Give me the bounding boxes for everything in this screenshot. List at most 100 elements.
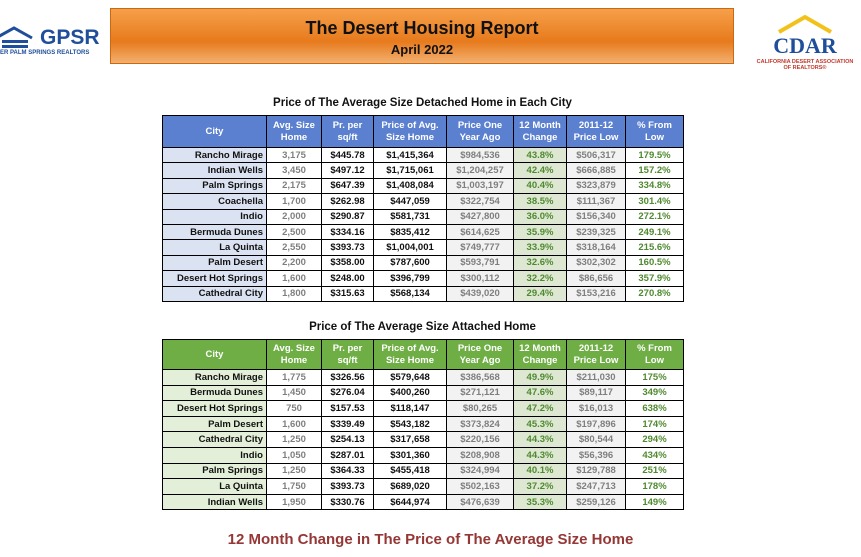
cell: Bermuda Dunes: [162, 384, 267, 402]
header-line: Avg. Size: [273, 119, 315, 131]
header-row: City Avg. Size Home Pr. per sq/ft Price of Av…: [162, 115, 684, 148]
banner: The Desert Housing Report April 2022: [110, 8, 734, 64]
cell: $1,004,001: [373, 239, 447, 256]
header-line: Year Ago: [459, 131, 501, 143]
cell: $276.04: [321, 384, 374, 402]
cell: 1,750: [266, 478, 322, 495]
data-row: Indio 2,000 $290.87 $581,731 $427,800 36.0% $1…: [162, 208, 684, 225]
cell: $400,260: [373, 384, 447, 402]
cell: 149%: [625, 493, 684, 511]
logo-name: CDAR: [773, 33, 837, 58]
cell: 638%: [625, 400, 684, 417]
cell: 179.5%: [625, 146, 684, 164]
cell: $208,908: [446, 446, 514, 464]
column-header: Price of Avg. Size Home: [373, 115, 447, 148]
header-line: 12 Month: [519, 119, 561, 131]
cell: 294%: [625, 431, 684, 448]
data-row: La Quinta 2,550 $393.73 $1,004,001 $749,777 3…: [162, 239, 684, 256]
cell: 40.1%: [513, 462, 567, 480]
cell: 215.6%: [625, 239, 684, 256]
cell: $290.87: [321, 208, 374, 225]
column-header: City: [162, 115, 267, 148]
cell: 1,950: [266, 493, 322, 511]
column-header: Price of Avg. Size Home: [373, 339, 447, 370]
cell: $302,302: [566, 254, 626, 272]
header-line: sq/ft: [337, 354, 358, 366]
cell: $476,639: [446, 493, 514, 511]
cell: $56,396: [566, 446, 626, 464]
header-line: 12 Month: [519, 342, 561, 354]
cell: Rancho Mirage: [162, 146, 267, 164]
header-line: Home: [280, 354, 308, 366]
cell: 270.8%: [625, 285, 684, 302]
cell: 1,800: [266, 285, 322, 302]
column-header: 2011-12 Price Low: [566, 339, 626, 370]
cell: 32.2%: [513, 270, 567, 287]
cell: $287.01: [321, 446, 374, 464]
column-header: Price One Year Ago: [446, 115, 514, 148]
header-line: City: [205, 125, 224, 137]
attached-table: City Avg. Size Home Pr. per sq/ft Price of Av…: [162, 339, 684, 511]
cell: $334.16: [321, 223, 374, 241]
cell: $835,412: [373, 223, 447, 241]
cell: $318,164: [566, 239, 626, 256]
cell: $86,656: [566, 270, 626, 287]
column-header: 12 Month Change: [513, 339, 567, 370]
cell: $506,317: [566, 146, 626, 164]
cell: Bermuda Dunes: [162, 223, 267, 241]
cell: $497.12: [321, 162, 374, 179]
data-row: Palm Desert 1,600 $339.49 $543,182 $373,824 4…: [162, 415, 684, 433]
cell: $543,182: [373, 415, 447, 433]
cell: $455,418: [373, 462, 447, 480]
header-line: Price One: [457, 119, 503, 131]
cell: $984,536: [446, 146, 514, 164]
cell: 44.3%: [513, 431, 567, 448]
cell: $1,408,084: [373, 177, 447, 195]
cell: 1,450: [266, 384, 322, 402]
cell: 301.4%: [625, 193, 684, 210]
cell: $315.63: [321, 285, 374, 302]
cell: $80,265: [446, 400, 514, 417]
cell: $324,994: [446, 462, 514, 480]
cell: 3,450: [266, 162, 322, 179]
header-line: Price Low: [573, 354, 619, 366]
cell: Indio: [162, 446, 267, 464]
cell: $129,788: [566, 462, 626, 480]
cell: 47.6%: [513, 384, 567, 402]
header-line: Low: [645, 354, 664, 366]
cell: 357.9%: [625, 270, 684, 287]
header-line: City: [205, 348, 224, 360]
cell: 2,500: [266, 223, 322, 241]
header-line: Year Ago: [459, 354, 501, 366]
cell: 35.3%: [513, 493, 567, 511]
data-row: Indian Wells 1,950 $330.76 $644,974 $476,639…: [162, 493, 684, 511]
cell: $689,020: [373, 478, 447, 495]
header-line: Change: [522, 131, 558, 143]
header-line: Price Low: [573, 131, 619, 143]
header-line: Home: [280, 131, 308, 143]
cell: $396,799: [373, 270, 447, 287]
cell: $248.00: [321, 270, 374, 287]
cell: 40.4%: [513, 177, 567, 195]
cell: $373,824: [446, 415, 514, 433]
data-row: Cathedral City 1,800 $315.63 $568,134 $439,0…: [162, 285, 684, 302]
data-row: Palm Desert 2,200 $358.00 $787,600 $593,791 3…: [162, 254, 684, 272]
logo-tagline: ER PALM SPRINGS REALTORS: [0, 50, 90, 56]
cell: $647.39: [321, 177, 374, 195]
header-line: Avg. Size: [273, 342, 315, 354]
header-line: Change: [522, 354, 558, 366]
cell: $153,216: [566, 285, 626, 302]
cell: 178%: [625, 478, 684, 495]
cell: $239,325: [566, 223, 626, 241]
cell: $254.13: [321, 431, 374, 448]
cell: $322,754: [446, 193, 514, 210]
cell: $339.49: [321, 415, 374, 433]
cell: $80,544: [566, 431, 626, 448]
data-row: Cathedral City 1,250 $254.13 $317,658 $220,1…: [162, 431, 684, 448]
cell: $364.33: [321, 462, 374, 480]
cell: 349%: [625, 384, 684, 402]
cell: $157.53: [321, 400, 374, 417]
cell: 38.5%: [513, 193, 567, 210]
cell: $568,134: [373, 285, 447, 302]
cell: 251%: [625, 462, 684, 480]
